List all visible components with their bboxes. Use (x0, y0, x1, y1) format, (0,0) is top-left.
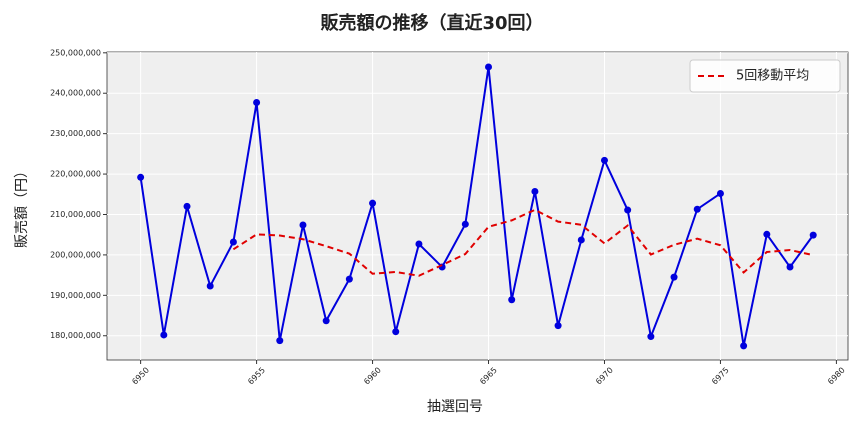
data-point (392, 328, 400, 336)
data-point (485, 63, 493, 71)
legend-label: 5回移動平均 (736, 69, 809, 84)
y-tick-label: 230,000,000 (50, 129, 101, 138)
x-tick-label: 6960 (362, 366, 383, 387)
y-axis-label: 販売額（円） (14, 164, 30, 248)
data-point (508, 296, 516, 304)
data-point (299, 221, 307, 229)
data-point (531, 187, 539, 195)
data-point (647, 333, 655, 341)
y-tick-label: 190,000,000 (50, 291, 101, 300)
data-point (716, 189, 724, 197)
data-point (276, 337, 284, 345)
y-tick-label: 220,000,000 (50, 170, 101, 179)
data-point (786, 263, 794, 271)
plot-area (106, 51, 849, 361)
data-point (345, 275, 353, 283)
data-point (253, 99, 261, 107)
data-point (600, 156, 608, 164)
x-tick-label: 6975 (710, 366, 731, 387)
chart-title: 販売額の推移（直近30回） (320, 12, 543, 34)
series-line (139, 66, 815, 347)
y-tick-label: 250,000,000 (50, 48, 101, 57)
x-tick-label: 6970 (594, 366, 615, 387)
data-point (206, 282, 214, 290)
data-point (415, 240, 423, 248)
y-tick-label: 210,000,000 (50, 210, 101, 219)
x-tick-label: 6950 (130, 366, 151, 387)
x-tick-label: 6955 (246, 366, 267, 387)
data-point (160, 331, 168, 339)
data-point (809, 231, 817, 239)
series-line (232, 208, 814, 277)
data-point (740, 342, 748, 350)
data-point (763, 230, 771, 238)
data-point (183, 202, 191, 210)
data-point (624, 206, 632, 214)
data-point (670, 273, 678, 281)
y-tick-label: 180,000,000 (50, 331, 101, 340)
x-tick-label: 6965 (478, 366, 499, 387)
data-point (229, 238, 237, 246)
data-point (693, 205, 701, 213)
data-point (577, 236, 585, 244)
data-point (461, 220, 469, 228)
data-point (137, 173, 145, 181)
data-point (369, 199, 377, 207)
x-tick-label: 6980 (826, 366, 847, 387)
data-point (554, 322, 562, 330)
y-tick-label: 240,000,000 (50, 89, 101, 98)
data-point (322, 317, 330, 325)
y-tick-label: 200,000,000 (50, 250, 101, 259)
legend-box (689, 59, 841, 93)
x-axis-label: 抽選回号 (427, 399, 483, 415)
